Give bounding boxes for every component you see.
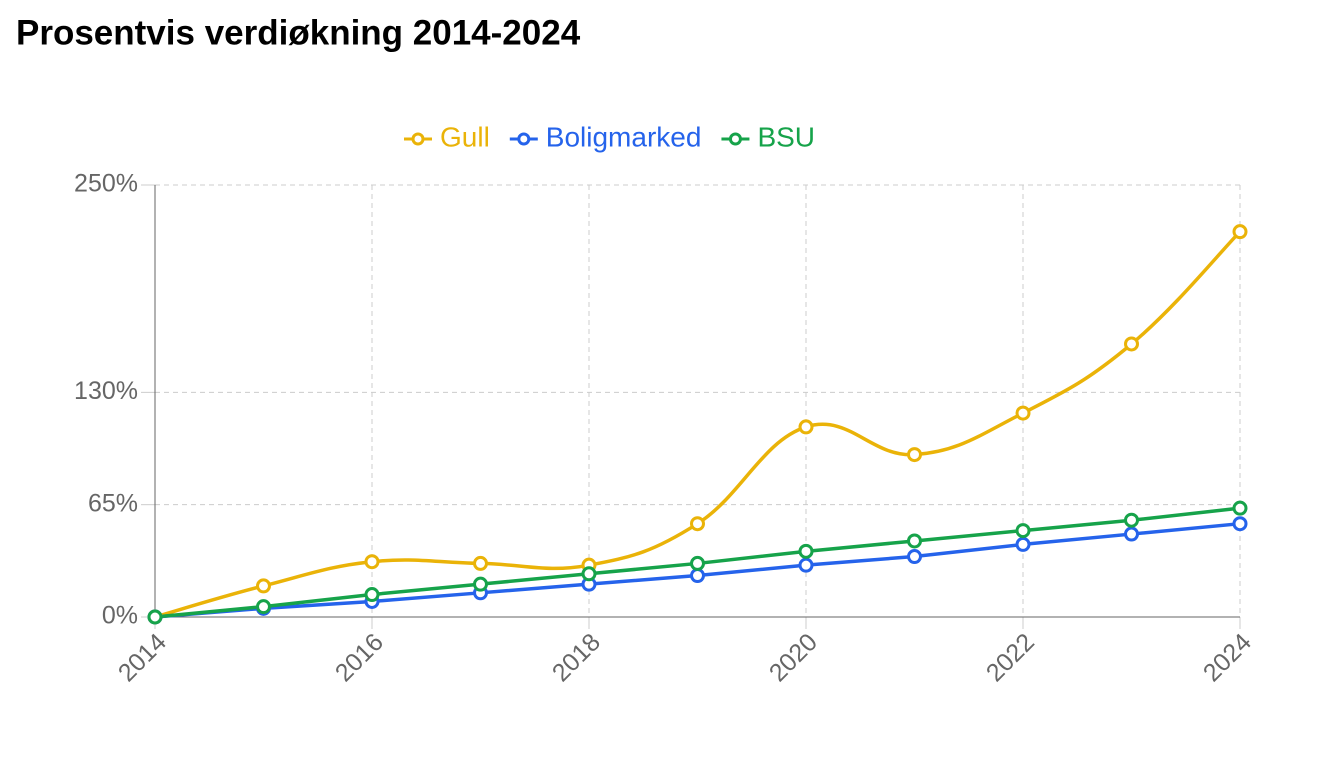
data-point: [364, 587, 380, 603]
data-point: [907, 533, 922, 549]
data-point: [798, 543, 814, 559]
chart-title: Prosentvis verdiøkning 2014-2024: [16, 13, 581, 52]
x-tick-label: 2024: [1198, 628, 1257, 687]
data-point: [1124, 512, 1139, 528]
data-point: [907, 447, 922, 463]
data-point: [473, 555, 488, 571]
y-tick-label: 0%: [102, 602, 138, 630]
y-tick-label: 65%: [88, 489, 138, 517]
data-point: [690, 568, 705, 584]
data-point: [256, 578, 271, 594]
data-point: [798, 419, 814, 435]
data-point: [1232, 500, 1248, 516]
legend-marker: [728, 132, 742, 146]
data-point: [690, 516, 705, 532]
x-tick-label: 2018: [547, 628, 606, 687]
data-point: [1015, 405, 1031, 421]
x-tick-label: 2022: [981, 628, 1040, 687]
data-point: [1124, 336, 1139, 352]
x-tick-label: 2020: [764, 628, 823, 687]
data-point: [1015, 536, 1031, 552]
data-point: [147, 609, 163, 625]
data-point: [907, 549, 922, 565]
data-point: [256, 599, 271, 615]
legend-label: Boligmarked: [546, 121, 702, 152]
data-point: [1124, 526, 1139, 542]
data-point: [1232, 516, 1248, 532]
legend-marker: [517, 132, 531, 146]
legend: Gull Boligmarked BSU: [404, 121, 815, 152]
x-tick-label: 2016: [330, 628, 389, 687]
y-tick-label: 250%: [74, 170, 138, 198]
legend-marker: [411, 132, 425, 146]
data-point: [1232, 224, 1248, 240]
legend-label: BSU: [757, 121, 815, 152]
data-point: [1015, 523, 1031, 539]
data-point: [798, 557, 814, 573]
series-line: [154, 230, 1242, 619]
y-tick-label: 130%: [74, 377, 138, 405]
legend-label: Gull: [440, 121, 490, 152]
data-point: [690, 555, 705, 571]
data-point: [473, 576, 488, 592]
data-point: [581, 566, 597, 582]
data-point: [364, 554, 380, 570]
x-tick-label: 2014: [113, 628, 172, 687]
